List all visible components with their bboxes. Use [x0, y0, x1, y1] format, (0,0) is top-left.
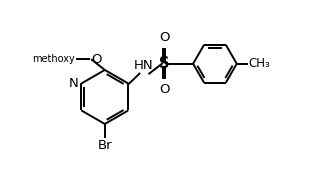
Text: Br: Br: [97, 139, 112, 152]
Text: methoxy: methoxy: [33, 54, 75, 64]
Text: CH₃: CH₃: [248, 57, 270, 70]
Text: N: N: [69, 77, 79, 90]
Text: S: S: [159, 56, 169, 71]
Text: O: O: [92, 53, 102, 66]
Text: O: O: [159, 83, 169, 96]
Text: HN: HN: [134, 59, 154, 72]
Text: O: O: [159, 31, 169, 44]
